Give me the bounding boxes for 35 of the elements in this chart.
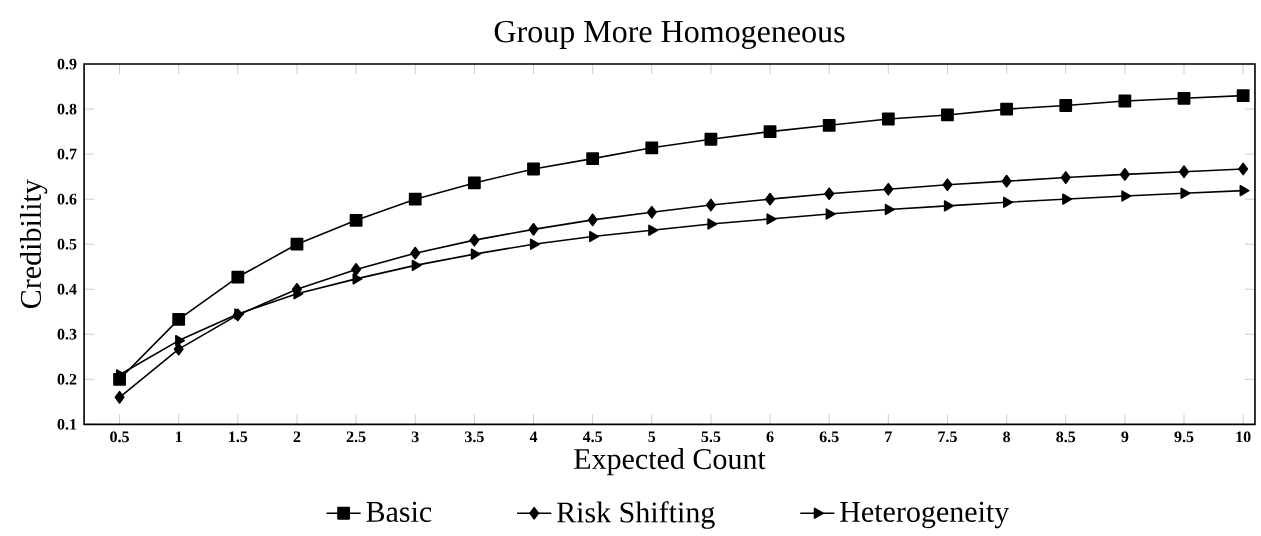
y-axis-title: Credibility bbox=[19, 179, 48, 308]
x-tick-label: 8.5 bbox=[1056, 431, 1076, 443]
x-tick-label: 3.5 bbox=[464, 431, 484, 443]
y-tick-label: 0.7 bbox=[57, 148, 77, 160]
y-tick-label: 0.3 bbox=[57, 328, 77, 340]
legend-label: Heterogeneity bbox=[840, 501, 1010, 528]
x-tick-label: 4 bbox=[529, 431, 538, 442]
y-tick-label: 0.5 bbox=[57, 238, 77, 250]
y-tick-label: 0.6 bbox=[57, 193, 77, 205]
x-tick-label: 5 bbox=[648, 431, 656, 442]
legend-label: Risk Shifting bbox=[556, 501, 715, 529]
x-tick-label: 4.5 bbox=[582, 431, 603, 442]
y-tick-label: 0.9 bbox=[57, 58, 77, 70]
x-axis-title: Expected Count bbox=[574, 447, 766, 476]
x-tick-label: 7 bbox=[885, 431, 892, 442]
y-tick-label: 0.8 bbox=[57, 103, 77, 115]
x-tick-label: 2 bbox=[293, 431, 301, 442]
x-tick-label: 2.5 bbox=[346, 431, 366, 443]
x-tick-label: 7.5 bbox=[938, 431, 957, 442]
x-tick-label: 6 bbox=[766, 431, 774, 442]
y-tick-label: 0.1 bbox=[57, 418, 77, 430]
y-tick-label: 0.4 bbox=[57, 283, 77, 295]
x-tick-label: 9.5 bbox=[1174, 431, 1194, 443]
x-tick-label: 10 bbox=[1236, 431, 1251, 443]
x-tick-label: 8 bbox=[1003, 431, 1011, 443]
x-tick-label: 1.5 bbox=[229, 431, 248, 442]
chart-title: Group More Homogeneous bbox=[494, 20, 845, 49]
x-tick-label: 0.5 bbox=[110, 431, 129, 443]
x-tick-label: 6.5 bbox=[819, 431, 839, 443]
x-tick-label: 1 bbox=[175, 431, 182, 442]
y-tick-label: 0.2 bbox=[57, 373, 77, 385]
x-tick-label: 3 bbox=[411, 431, 419, 442]
legend-label: Basic bbox=[366, 501, 432, 522]
x-tick-label: 9 bbox=[1121, 431, 1129, 442]
x-tick-label: 5.5 bbox=[701, 431, 721, 442]
